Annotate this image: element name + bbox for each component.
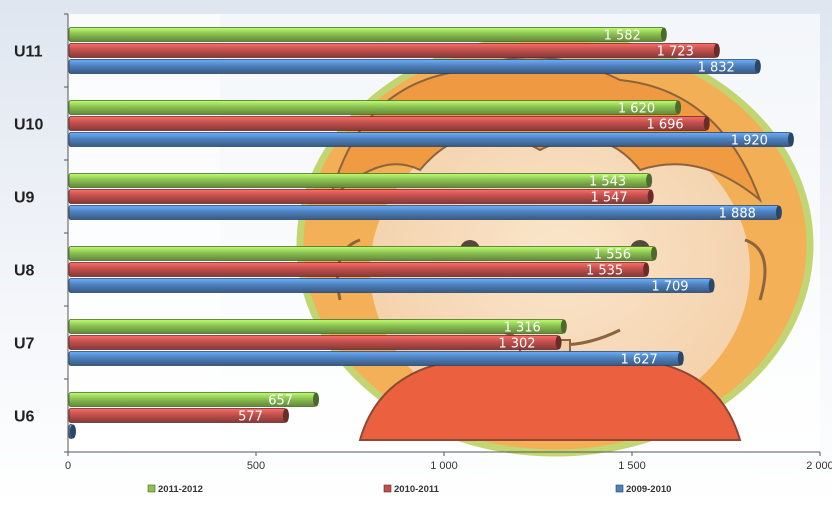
data-label-u10-2010-2011: 1 696 (646, 118, 683, 133)
bar-cap-u8-2010-2011 (643, 262, 650, 277)
bar-cap-u9-2011-2012 (646, 173, 653, 188)
category-label-u10: U10 (14, 117, 43, 134)
data-label-u7-2011-2012: 1 316 (504, 321, 541, 336)
bar-u10-2010-2011 (68, 116, 708, 131)
bar-cap-u7-2009-2010 (677, 351, 684, 366)
data-label-u11-2009-2010: 1 832 (698, 61, 735, 76)
x-tick-label: 1 000 (430, 460, 458, 472)
bar-u9-2010-2011 (68, 189, 652, 204)
bar-cap-u10-2011-2012 (675, 100, 682, 115)
category-label-u7: U7 (14, 336, 35, 353)
data-label-u6-2010-2011: 577 (238, 410, 263, 425)
left-fade-panel (68, 14, 220, 452)
bar-u7-2011-2012 (68, 319, 565, 334)
bar-u9-2011-2012 (68, 173, 650, 188)
category-label-u6: U6 (14, 409, 35, 426)
data-label-u7-2010-2011: 1 302 (498, 337, 535, 352)
bar-cap-u10-2010-2011 (703, 116, 710, 131)
bar-cap-u7-2010-2011 (555, 335, 562, 350)
legend-swatch-2010-2011 (383, 484, 392, 493)
bar-cap-u11-2009-2010 (754, 59, 761, 74)
bar-cap-u8-2011-2012 (651, 246, 658, 261)
legend-swatch-2009-2010 (615, 484, 624, 493)
data-label-u6-2011-2012: 657 (268, 394, 293, 409)
bar-u10-2011-2012 (68, 100, 679, 115)
bar-u7-2010-2011 (68, 335, 559, 350)
legend-label-2011-2012: 2011-2012 (158, 484, 203, 495)
data-label-u11-2010-2011: 1 723 (657, 45, 694, 60)
bar-cap-u6-2010-2011 (282, 408, 289, 423)
data-label-u9-2009-2010: 1 888 (719, 207, 756, 222)
data-label-u9-2010-2011: 1 547 (590, 191, 627, 206)
bar-cap-u7-2011-2012 (560, 319, 567, 334)
bar-u11-2009-2010 (68, 59, 759, 74)
data-label-u7-2009-2010: 1 627 (621, 353, 658, 368)
bar-cap-u11-2010-2011 (713, 43, 720, 58)
x-tick-label: 500 (247, 460, 265, 472)
data-label-u8-2009-2010: 1 709 (651, 280, 688, 295)
bar-u11-2010-2011 (68, 43, 718, 58)
bar-u10-2009-2010 (68, 132, 792, 147)
x-tick-label: 2 000 (806, 460, 832, 472)
data-label-u9-2011-2012: 1 543 (589, 175, 626, 190)
legend-label-2010-2011: 2010-2011 (394, 484, 440, 495)
bar-u7-2009-2010 (68, 351, 682, 366)
bar-u8-2011-2012 (68, 246, 655, 261)
bar-u11-2011-2012 (68, 27, 665, 42)
cartoon-face-picture (296, 33, 814, 457)
data-label-u10-2009-2010: 1 920 (731, 134, 768, 149)
legend-swatch-2011-2012 (147, 484, 156, 493)
x-tick-label: 1 500 (618, 460, 646, 472)
x-tick-label: 0 (65, 460, 71, 472)
bar-cap-u9-2009-2010 (775, 205, 782, 220)
bar-u8-2010-2011 (68, 262, 647, 277)
data-label-u10-2011-2012: 1 620 (618, 102, 655, 117)
legend-label-2009-2010: 2009-2010 (626, 484, 671, 495)
bar-u8-2009-2010 (68, 278, 712, 293)
bar-cap-u10-2009-2010 (787, 132, 794, 147)
category-label-u9: U9 (14, 190, 35, 207)
data-label-u8-2010-2011: 1 535 (586, 264, 623, 279)
data-label-u8-2011-2012: 1 556 (594, 248, 631, 263)
data-label-u11-2011-2012: 1 582 (604, 29, 641, 44)
bar-cap-u11-2011-2012 (660, 27, 667, 42)
bar-cap-u6-2009-2010 (70, 424, 76, 439)
bar-cap-u8-2009-2010 (708, 278, 715, 293)
category-label-u11: U11 (14, 44, 43, 61)
bar-cap-u6-2011-2012 (313, 392, 320, 407)
bar-u9-2009-2010 (68, 205, 780, 220)
bar-cap-u9-2010-2011 (647, 189, 654, 204)
category-label-u8: U8 (14, 263, 35, 280)
